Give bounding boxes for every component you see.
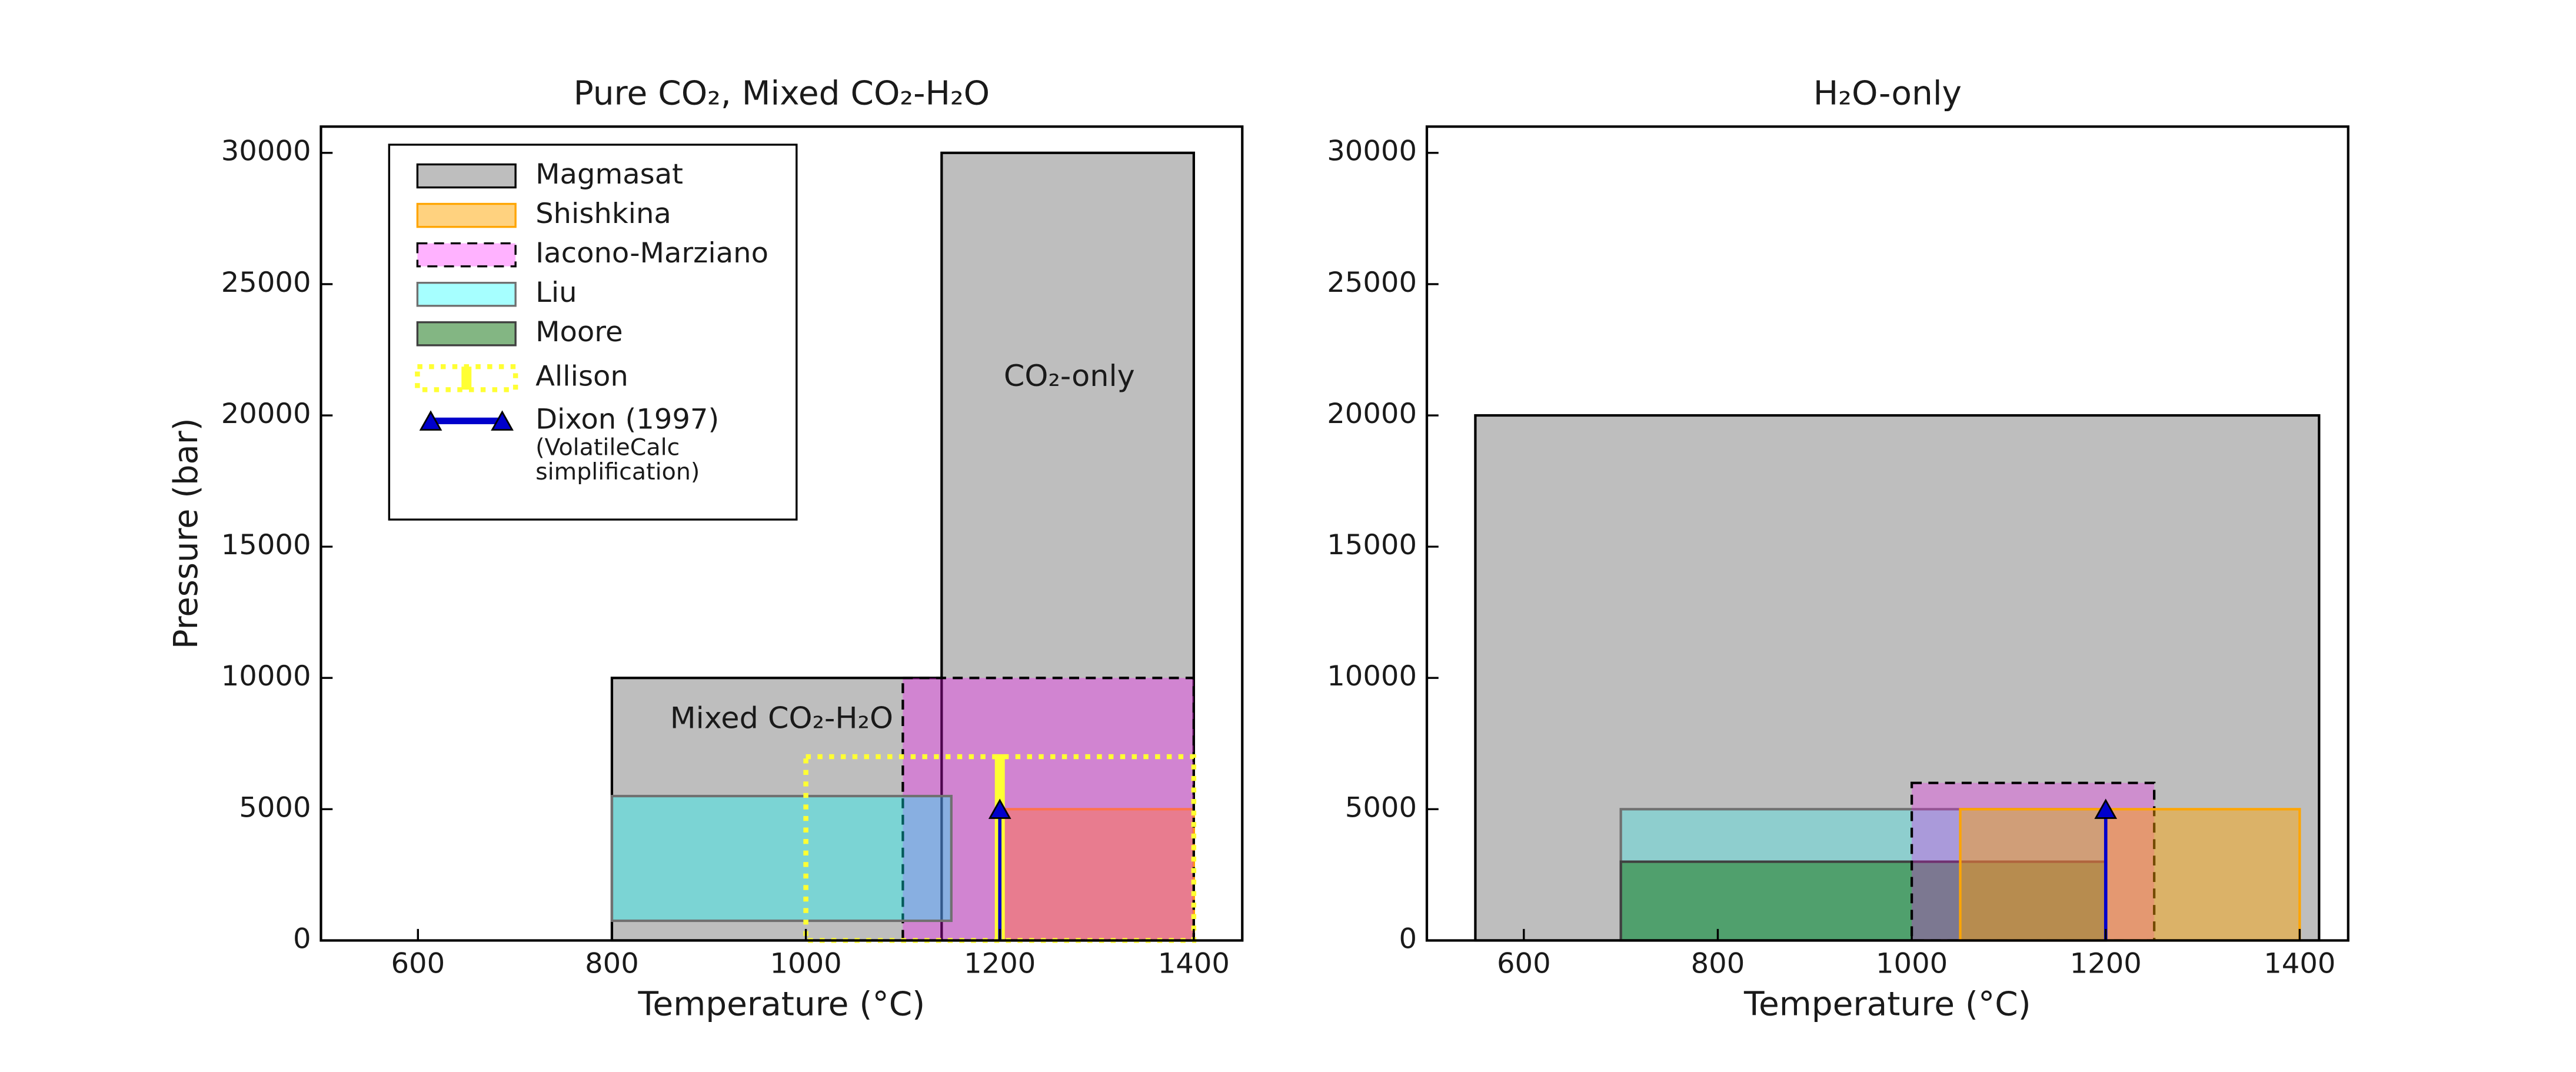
range-box	[1619, 860, 2107, 942]
y-tick-label: 25000	[221, 267, 311, 299]
arrow-head	[988, 798, 1011, 819]
legend-handle	[491, 410, 514, 431]
y-tick-label: 30000	[1327, 135, 1417, 168]
x-tick-label: 800	[585, 948, 639, 980]
legend-note: (VolatileCalc	[535, 434, 680, 461]
x-tick-label: 1400	[1158, 948, 1230, 980]
y-tick-label: 0	[293, 923, 311, 956]
legend-handle	[416, 202, 517, 228]
range-box	[1959, 808, 2301, 942]
chart-title: H₂O-only	[1813, 75, 1962, 113]
legend-handle	[416, 321, 517, 347]
annotation: Mixed CO₂-H₂O	[670, 701, 893, 735]
range-box	[803, 754, 1197, 943]
legend-label: Allison	[535, 361, 628, 393]
chart-title: Pure CO₂, Mixed CO₂-H₂O	[574, 75, 990, 113]
y-tick-label: 10000	[1327, 660, 1417, 693]
y-tick-label: 15000	[1327, 529, 1417, 561]
y-axis-label: Pressure (bar)	[167, 418, 205, 650]
y-tick-label: 5000	[1345, 792, 1417, 824]
x-tick-label: 800	[1691, 948, 1745, 980]
legend-label: Shishkina	[535, 198, 671, 230]
range-box	[999, 808, 1195, 942]
x-tick-label: 1200	[2070, 948, 2142, 980]
range-box	[610, 794, 953, 923]
y-tick-label: 20000	[1327, 398, 1417, 430]
y-tick-label: 0	[1399, 923, 1417, 956]
legend-label: Liu	[535, 277, 577, 309]
x-tick-label: 1000	[770, 948, 841, 980]
legend-handle	[416, 242, 517, 268]
legend: Magmasat Shishkina Iacono-Marziano Liu Moore…	[388, 144, 798, 521]
axes-frame	[1425, 125, 2349, 942]
annotation: CO₂-only	[1004, 358, 1135, 393]
legend-label: Iacono-Marziano	[535, 237, 768, 269]
plot-area	[1474, 414, 2321, 942]
x-axis-label: Temperature (°C)	[1743, 986, 2031, 1024]
legend-label: Magmasat	[535, 158, 683, 191]
legend-label: Moore	[535, 316, 623, 348]
legend-note: simplification)	[535, 458, 700, 485]
y-tick-label: 30000	[221, 135, 311, 168]
x-tick-label: 1000	[1876, 948, 1948, 980]
y-tick-label: 10000	[221, 660, 311, 693]
x-tick-label: 1400	[2264, 948, 2335, 980]
y-tick-label: 25000	[1327, 267, 1417, 299]
y-tick-label: 5000	[239, 792, 311, 824]
x-tick-label: 600	[1497, 948, 1551, 980]
y-tick-label: 15000	[221, 529, 311, 561]
range-box	[1474, 414, 2321, 942]
arrow-head	[2094, 798, 2118, 819]
axes-frame	[319, 125, 1244, 942]
plot-area	[610, 151, 1197, 943]
x-tick-label: 1200	[964, 948, 1036, 980]
legend-label: Dixon (1997)	[535, 404, 719, 436]
legend-handle	[416, 163, 517, 189]
x-axis-label: Temperature (°C)	[638, 986, 926, 1024]
legend-handle	[416, 281, 517, 307]
x-tick-label: 600	[391, 948, 445, 980]
y-tick-label: 20000	[221, 398, 311, 430]
legend-handle	[419, 410, 442, 431]
